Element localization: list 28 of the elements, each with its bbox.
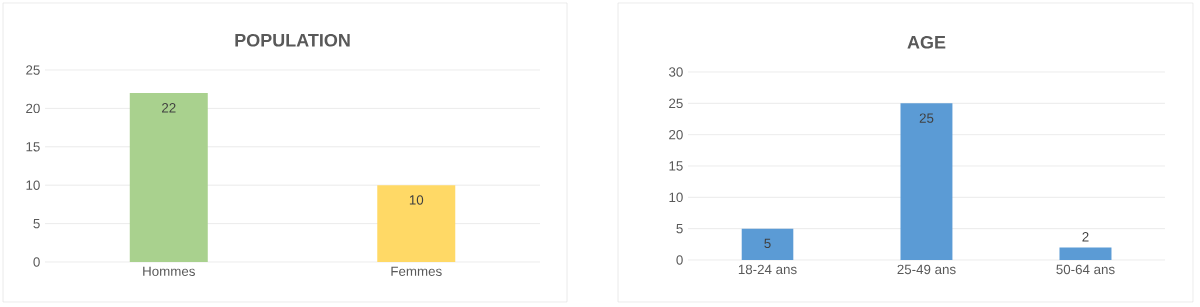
y-tick-label: 15 bbox=[669, 161, 683, 171]
x-tick-label: Hommes bbox=[143, 266, 195, 276]
x-tick-label: 18-24 ans bbox=[738, 264, 797, 275]
data-label: 22 bbox=[162, 103, 176, 113]
y-tick-label: 10 bbox=[669, 192, 683, 203]
y-tick-label: 10 bbox=[26, 180, 40, 190]
chart-title: AGE bbox=[907, 35, 946, 49]
chart-title: POPULATION bbox=[235, 33, 350, 47]
y-tick-label: 20 bbox=[26, 103, 40, 114]
y-tick-label: 20 bbox=[669, 129, 683, 140]
x-tick-label: 25-49 ans bbox=[897, 264, 956, 275]
data-label: 25 bbox=[919, 113, 934, 123]
x-tick-label: 50-64 ans bbox=[1056, 264, 1115, 275]
bar bbox=[1059, 247, 1112, 260]
data-label: 10 bbox=[409, 195, 424, 205]
y-tick-label: 25 bbox=[26, 65, 40, 75]
y-tick-label: 0 bbox=[33, 257, 40, 267]
data-label: 2 bbox=[1082, 232, 1089, 242]
data-label: 5 bbox=[764, 238, 771, 248]
y-tick-label: 0 bbox=[676, 255, 683, 265]
bar bbox=[900, 103, 953, 260]
bar bbox=[741, 228, 794, 260]
y-tick-label: 30 bbox=[668, 67, 683, 77]
y-tick-label: 5 bbox=[33, 218, 40, 229]
y-tick-label: 25 bbox=[669, 98, 683, 109]
y-tick-label: 15 bbox=[26, 142, 40, 152]
y-tick-label: 5 bbox=[676, 224, 683, 234]
x-tick-label: Femmes bbox=[391, 266, 442, 276]
